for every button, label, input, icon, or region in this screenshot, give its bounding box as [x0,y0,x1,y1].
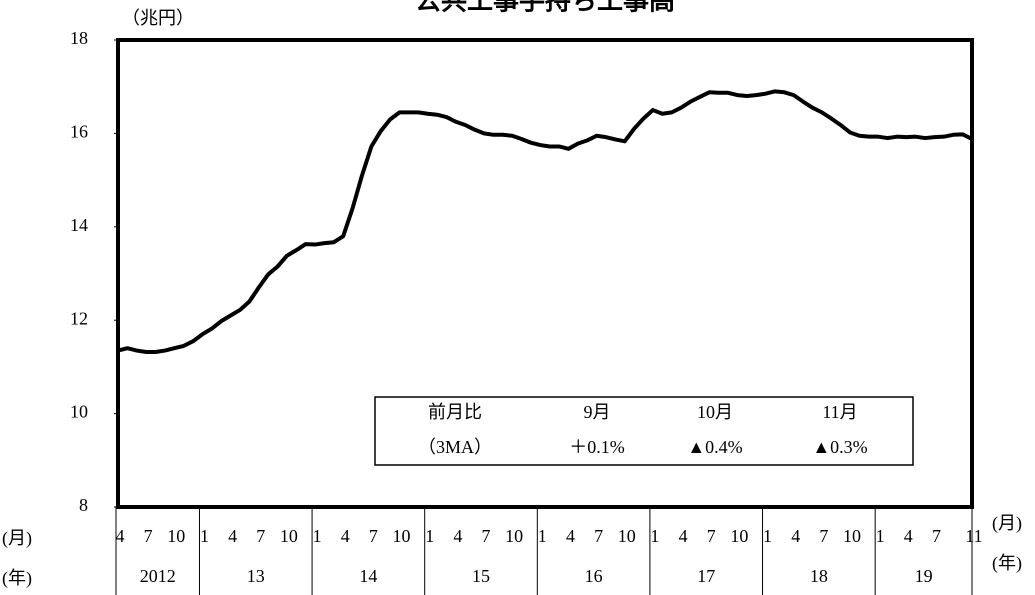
chart-title: 公共工事手持ち工事高 [415,0,675,17]
x-tick-label: 7 [482,526,491,546]
x-tick-label: 1 [425,526,434,546]
x-tick-label: 4 [228,526,237,546]
x-tick-label: 7 [594,526,603,546]
inset-cell: ▲0.4% [687,437,742,457]
x-tick-label: 7 [932,526,941,546]
year-label: 16 [585,566,603,586]
x-tick-label: 10 [393,526,411,546]
x-tick-label: 1 [538,526,547,546]
x-tick-label: 1 [313,526,322,546]
inset-box [374,396,914,466]
x-year-label: (年) [2,568,32,589]
x-month-label-right: (月) [992,513,1022,534]
inset-cell: 10月 [697,402,733,422]
x-tick-label: 4 [904,526,913,546]
x-tick-label: 4 [453,526,462,546]
year-label: 14 [359,566,377,586]
y-tick-label: 12 [70,308,88,328]
x-tick-label: 1 [763,526,772,546]
x-tick-label: 10 [280,526,298,546]
inset-cell: ＋0.1% [569,437,625,457]
x-tick-label: 10 [167,526,185,546]
year-label: 13 [247,566,265,586]
data-line [117,89,973,354]
inset-cell: （3MA） [418,437,492,457]
year-label: 19 [915,566,933,586]
x-tick-label: 7 [144,526,153,546]
inset-cell: ▲0.3% [812,437,867,457]
x-tick-label: 4 [566,526,575,546]
x-tick-label: 10 [843,526,861,546]
inset-cell: 前月比 [428,402,482,422]
x-tick-label: 10 [505,526,523,546]
x-tick-label: 1 [200,526,209,546]
x-tick-label: 7 [819,526,828,546]
x-tick-label: 4 [679,526,688,546]
year-label: 18 [810,566,828,586]
x-month-label: (月) [2,528,32,549]
x-tick-label: 10 [618,526,636,546]
x-tick-label: 7 [707,526,716,546]
y-tick-label: 8 [79,495,88,515]
plot-frame [116,38,974,509]
x-tick-label: 7 [256,526,265,546]
inset-cell: 9月 [584,402,611,422]
x-tick-label: 1 [650,526,659,546]
x-tick-label: 4 [791,526,800,546]
inset-cell: 11月 [822,402,857,422]
year-label: 2012 [140,566,176,586]
y-tick-label: 16 [70,122,88,142]
y-tick-label: 14 [70,215,88,235]
y-tick-label: 10 [70,402,88,422]
y-unit: （兆円） [122,8,194,28]
x-tick-label: 4 [341,526,350,546]
year-label: 15 [472,566,490,586]
x-tick-label: 4 [116,526,125,546]
y-tick-label: 18 [70,28,88,48]
x-year-label-right: (年) [992,553,1022,574]
year-label: 17 [697,566,715,586]
x-tick-label: 1 [876,526,885,546]
x-tick-label: 7 [369,526,378,546]
x-tick-label: 10 [730,526,748,546]
x-tick-label: 11 [965,526,982,546]
